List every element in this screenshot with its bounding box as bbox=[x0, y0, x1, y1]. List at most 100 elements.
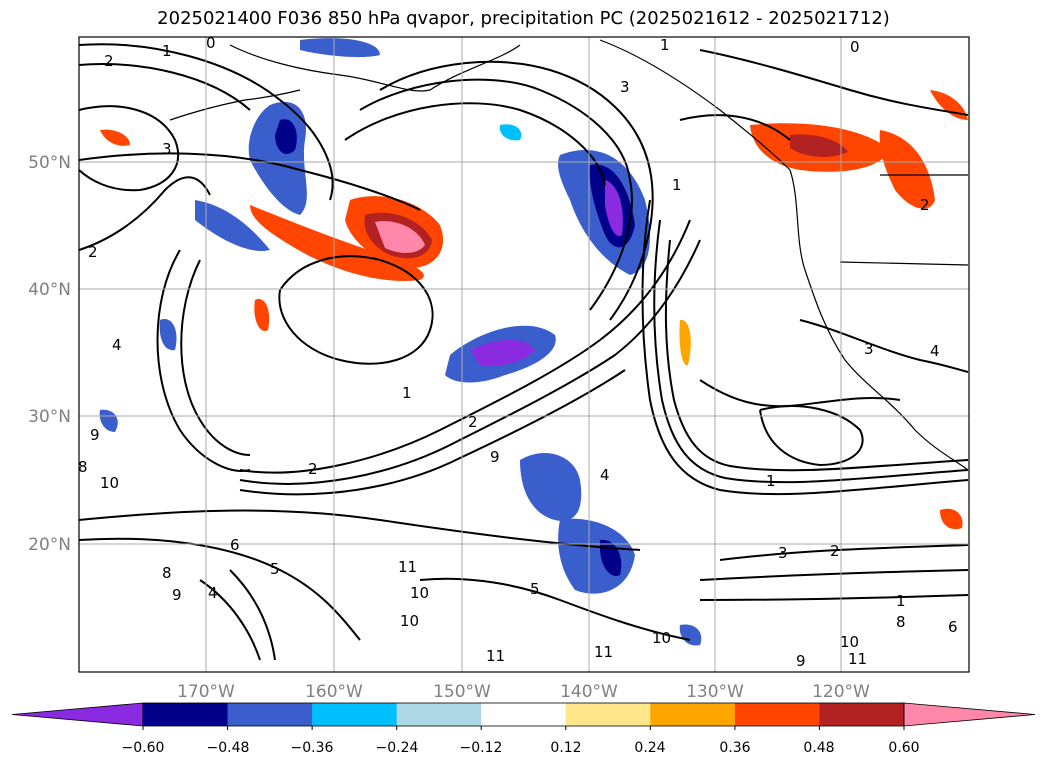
colorbar-segment bbox=[227, 703, 313, 726]
colorbar-tick-label: −0.48 bbox=[207, 740, 250, 756]
contour-subtrop-1 bbox=[239, 219, 691, 474]
contour-2 bbox=[79, 63, 251, 111]
contour-label: 10 bbox=[400, 612, 419, 630]
coast-alaska bbox=[229, 44, 521, 92]
contour-loop-se bbox=[759, 405, 864, 467]
contour-label: 5 bbox=[530, 580, 540, 598]
contour-label: 6 bbox=[230, 536, 240, 554]
map-title: 2025021400 F036 850 hPa qvapor, precipit… bbox=[157, 8, 890, 29]
neg-anomaly-west-band bbox=[195, 200, 270, 251]
contour-trough-3 bbox=[664, 239, 969, 472]
neg-anomaly-subtropic-a bbox=[520, 452, 582, 521]
contour-label: 3 bbox=[778, 544, 788, 562]
contour-label: 11 bbox=[848, 650, 867, 668]
contour-label: 1 bbox=[896, 592, 906, 610]
colorbar-tick-label: −0.60 bbox=[122, 740, 165, 756]
contour-loop-central bbox=[278, 255, 434, 365]
lon-label: 150°W bbox=[433, 682, 491, 702]
contour-label: 1 bbox=[672, 176, 682, 194]
border-us-mexico bbox=[839, 261, 969, 266]
colorbar-tick-label: 0.24 bbox=[634, 740, 665, 756]
contour-label: 10 bbox=[840, 633, 859, 651]
contour-south-6 bbox=[419, 577, 691, 641]
contour-south-4 bbox=[699, 569, 969, 581]
colorbar-segment bbox=[565, 703, 651, 726]
contour-4 bbox=[79, 176, 211, 251]
contour-label: 10 bbox=[100, 474, 119, 492]
contour-jet-1 bbox=[379, 60, 654, 321]
contour-subtrop-2 bbox=[239, 239, 701, 485]
colorbar-tick-label: −0.12 bbox=[460, 740, 503, 756]
contour-label: 4 bbox=[930, 342, 940, 360]
lat-label: 50°N bbox=[28, 153, 71, 173]
contour-subtrop-3 bbox=[239, 369, 626, 496]
contour-jet-3 bbox=[344, 102, 606, 186]
neg-anomaly-small-g bbox=[499, 124, 522, 141]
lon-label: 140°W bbox=[560, 682, 618, 702]
contour-west-loop bbox=[156, 249, 251, 472]
colorbar-frame bbox=[142, 702, 905, 727]
coast-bc-north bbox=[599, 39, 791, 171]
colorbar-tick-label: 0.48 bbox=[803, 740, 834, 756]
coast-aleutians bbox=[169, 89, 301, 121]
contour-label: 3 bbox=[162, 140, 172, 158]
pos-anomaly-small-a bbox=[254, 299, 270, 331]
contour-east-2 bbox=[679, 114, 791, 141]
pos-anomaly-small-b bbox=[940, 508, 963, 530]
pos-anomaly-jet-streak bbox=[250, 205, 424, 281]
contour-label: 4 bbox=[600, 466, 610, 484]
contour-label: 11 bbox=[486, 647, 505, 665]
contour-label: 9 bbox=[90, 426, 100, 444]
neg-anomaly-aleutian-top bbox=[300, 38, 380, 58]
coastlines bbox=[169, 39, 969, 471]
contour-label: 3 bbox=[864, 340, 874, 358]
colorbar-segment bbox=[312, 703, 398, 726]
contour-label: 1 bbox=[402, 384, 412, 402]
contour-label: 2 bbox=[830, 542, 840, 560]
contour-south-5 bbox=[699, 594, 969, 601]
latitude-labels: 50°N 40°N 30°N 20°N bbox=[28, 153, 71, 555]
contour-label: 8 bbox=[78, 458, 88, 476]
coast-west-us bbox=[789, 169, 969, 471]
colorbar bbox=[11, 702, 1036, 730]
colorbar-segment bbox=[396, 703, 482, 726]
contour-label: 1 bbox=[162, 42, 172, 60]
contour-label: 4 bbox=[112, 336, 122, 354]
contour-label: 2 bbox=[308, 460, 318, 478]
colorbar-segment bbox=[734, 703, 820, 726]
contour-label: 9 bbox=[490, 448, 500, 466]
contour-labels: 1 2 3 0 4 2 1 2 3 9 8 10 1 2 4 1 2 1 5 6… bbox=[78, 37, 958, 670]
contour-label: 2 bbox=[468, 413, 478, 431]
contour-label: 11 bbox=[594, 643, 613, 661]
pos-anomaly-bc-core bbox=[790, 134, 848, 157]
colorbar-tick-label: 0.12 bbox=[550, 740, 581, 756]
contour-label: 9 bbox=[172, 586, 182, 604]
contour-trough-1 bbox=[641, 199, 969, 496]
contour-label: 10 bbox=[652, 629, 671, 647]
contour-label: 2 bbox=[920, 196, 930, 214]
contour-jet-2 bbox=[359, 78, 633, 311]
neg-anomaly-alaska-core bbox=[275, 119, 297, 155]
colorbar-segment bbox=[650, 703, 736, 726]
contour-label: 5 bbox=[270, 560, 280, 578]
colorbar-tick-label: −0.36 bbox=[291, 740, 334, 756]
pos-anomaly-west-coast bbox=[100, 129, 130, 146]
contour-west-loop-2 bbox=[180, 259, 251, 456]
contour-trough-2 bbox=[653, 219, 969, 484]
neg-anomaly-gulf-peak bbox=[605, 180, 623, 236]
contour-south-7 bbox=[199, 579, 261, 661]
colorbar-segment bbox=[481, 703, 567, 726]
contour-3 bbox=[79, 152, 421, 211]
contour-label: 2 bbox=[88, 243, 98, 261]
longitude-labels: 170°W 160°W 150°W 140°W 130°W 120°W bbox=[177, 682, 870, 702]
colorbar-extend-high bbox=[903, 702, 1036, 727]
contour-label: 8 bbox=[162, 564, 172, 582]
contour-label: 1 bbox=[766, 472, 776, 490]
pos-anomaly-ridge-peak bbox=[375, 221, 425, 253]
contour-south-2 bbox=[79, 537, 361, 641]
contour-east-3 bbox=[799, 319, 969, 373]
contour-south-8 bbox=[229, 569, 276, 661]
contour-label: 3 bbox=[620, 78, 630, 96]
pos-anomaly-small-c bbox=[679, 319, 691, 366]
